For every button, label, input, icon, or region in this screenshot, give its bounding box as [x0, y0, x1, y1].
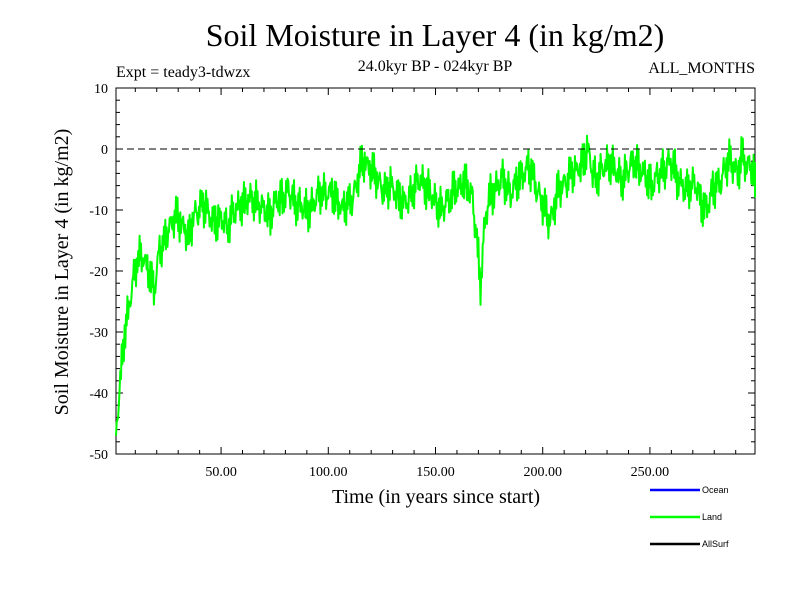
x-axis-ticks: 50.00 100.00 150.00 200.00 250.00: [134, 88, 737, 480]
x-tick-label: 150.00: [416, 465, 455, 480]
x-axis-label: Time (in years since start): [332, 486, 540, 508]
y-tick-label: 10: [94, 82, 108, 97]
x-tick-label: 250.00: [631, 465, 670, 480]
y-tick-label: -40: [89, 387, 108, 402]
y-tick-label: 0: [101, 143, 108, 158]
x-tick-label: 200.00: [523, 465, 562, 480]
y-tick-label: -20: [89, 265, 108, 280]
legend-label: Land: [702, 512, 722, 522]
series-line-land: [115, 134, 756, 436]
legend-label: Ocean: [702, 485, 729, 495]
y-axis-ticks: 10 0 -10 -20 -30 -40 -50: [89, 82, 755, 463]
x-tick-label: 50.00: [205, 465, 237, 480]
season-label: ALL_MONTHS: [648, 60, 755, 77]
plot-area: [115, 87, 756, 455]
y-tick-label: -30: [89, 326, 108, 341]
series-layer: [115, 134, 756, 436]
y-tick-label: -50: [89, 448, 108, 463]
experiment-label: Expt = teady3-tdwzx: [116, 64, 250, 81]
legend-label: AllSurf: [702, 539, 729, 549]
chart-subtitle: 24.0kyr BP - 024kyr BP: [358, 58, 513, 75]
plot-border: [115, 87, 756, 455]
y-axis-label: Soil Moisture in Layer 4 (in kg/m2): [51, 129, 73, 416]
legend: Ocean Land AllSurf: [650, 485, 729, 549]
chart-title: Soil Moisture in Layer 4 (in kg/m2): [206, 17, 665, 53]
y-tick-label: -10: [89, 204, 108, 219]
x-tick-label: 100.00: [309, 465, 348, 480]
